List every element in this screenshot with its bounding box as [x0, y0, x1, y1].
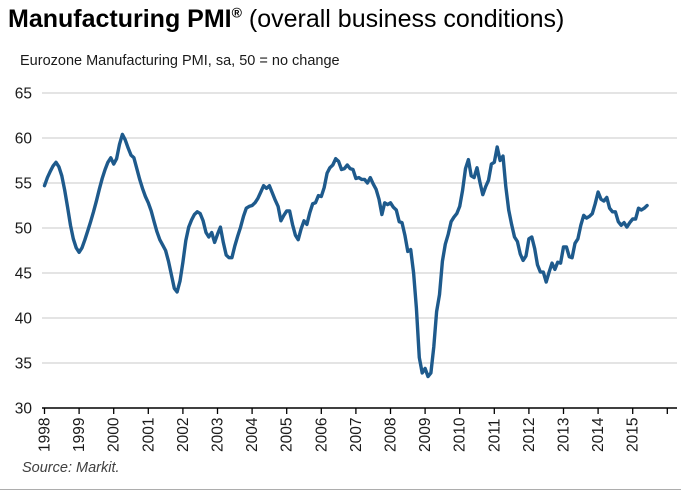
chart-title-main: Manufacturing PMI — [8, 5, 232, 33]
x-tick-label: 2008 — [383, 418, 400, 452]
x-tick-label: 2006 — [313, 418, 330, 452]
y-tick-label: 40 — [15, 311, 33, 328]
y-tick-label: 50 — [15, 221, 33, 238]
y-tick-label: 30 — [15, 401, 33, 418]
x-tick-label: 2011 — [486, 419, 503, 452]
pmi-line-chart: 30 35 40 45 50 55 60 65 1998 1999 2000 2001 2002 2003… — [15, 86, 677, 452]
x-tick-label: 2013 — [556, 418, 573, 452]
y-tick-label: 60 — [15, 131, 33, 148]
gridlines — [42, 92, 677, 364]
pmi-series-line — [42, 132, 649, 379]
chart-subtitle: Eurozone Manufacturing PMI, sa, 50 = no … — [20, 53, 340, 69]
x-tick-label: 2002 — [175, 418, 192, 452]
chart-title: Manufacturing PMI® (overall business con… — [8, 4, 564, 34]
x-tick-label: 1998 — [37, 418, 54, 452]
x-axis: 1998 1999 2000 2001 2002 2003 2004 2005 2006 2007… — [37, 407, 677, 452]
y-tick-label: 55 — [15, 176, 32, 193]
x-tick-label: 2015 — [625, 418, 642, 452]
x-tick-label: 2014 — [590, 417, 607, 452]
x-tick-label: 2010 — [452, 417, 469, 452]
x-tick-label: 1999 — [71, 418, 88, 452]
x-tick-label: 2005 — [279, 418, 296, 452]
x-tick-label: 2004 — [244, 417, 261, 452]
source-note: Source: Markit. — [22, 460, 120, 476]
chart-title-suffix: (overall business conditions) — [241, 5, 565, 33]
x-tick-label: 2009 — [417, 418, 434, 452]
x-tick-label: 2012 — [521, 418, 538, 452]
x-tick-label: 2003 — [210, 418, 227, 452]
y-tick-label: 65 — [15, 86, 32, 103]
y-axis: 30 35 40 45 50 55 60 65 — [15, 86, 33, 418]
x-tick-label: 2001 — [140, 418, 157, 452]
x-tick-label: 2000 — [106, 417, 123, 452]
y-tick-label: 35 — [15, 356, 32, 373]
registered-trademark-symbol: ® — [231, 4, 242, 21]
x-tick-label: 2007 — [348, 418, 365, 452]
y-tick-label: 45 — [15, 266, 32, 283]
